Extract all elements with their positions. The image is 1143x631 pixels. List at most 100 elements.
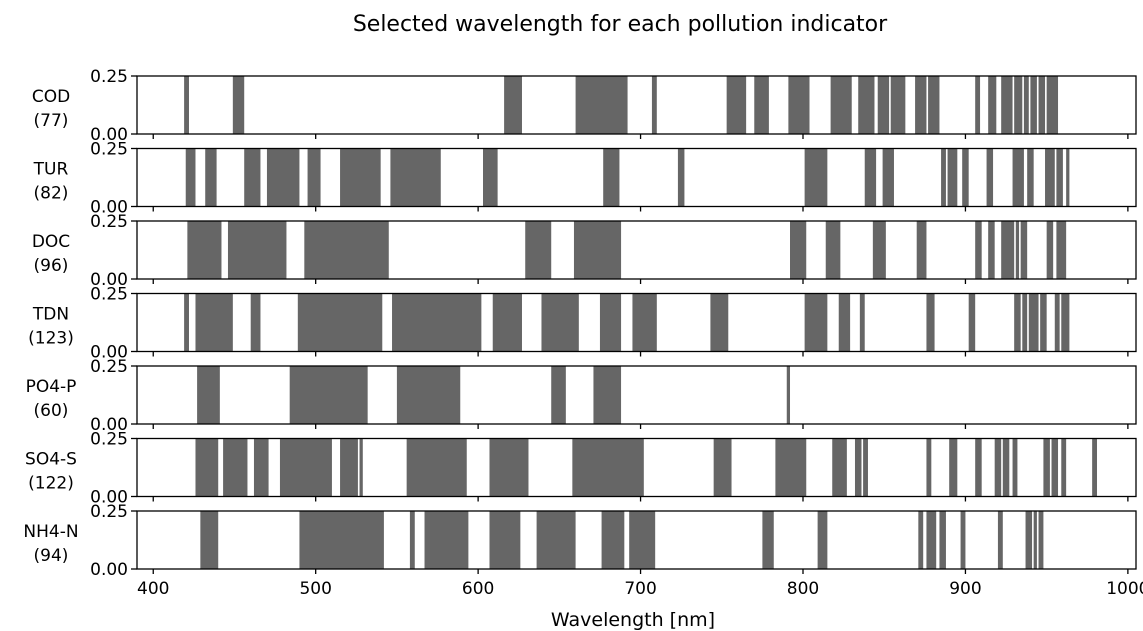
panel-frame <box>136 147 1137 208</box>
wavelength-bar <box>1030 76 1037 134</box>
wavelength-bar <box>551 366 566 424</box>
wavelength-bar <box>1012 438 1018 497</box>
wavelength-bar <box>223 438 248 497</box>
wavelength-bar <box>915 76 927 134</box>
wavelength-bar <box>941 148 946 207</box>
wavelength-bar <box>926 293 935 352</box>
panel-frame <box>136 292 1137 353</box>
wavelength-bar <box>1020 221 1028 279</box>
wavelength-bar <box>863 438 868 497</box>
wavelength-bar <box>489 511 521 569</box>
panel-tdn: 0.00 0.25 TDN (123) <box>28 285 1137 363</box>
y-tick-label: 0.00 <box>90 560 128 580</box>
wavelength-bar <box>1002 438 1010 497</box>
y-tick-label: 0.00 <box>90 125 128 145</box>
series-count: (96) <box>34 256 69 276</box>
wavelength-bar <box>1012 148 1024 207</box>
x-tick-label: 800 <box>787 579 819 599</box>
wavelength-bar <box>859 293 865 352</box>
y-tick-label: 0.25 <box>90 285 128 305</box>
wavelength-bar <box>307 148 321 207</box>
wavelength-bar <box>572 438 644 497</box>
wavelength-bar <box>184 293 189 352</box>
wavelength-bar <box>804 148 828 207</box>
series-count: (60) <box>34 401 69 421</box>
series-count: (122) <box>28 474 74 494</box>
wavelength-bar <box>1056 148 1063 207</box>
y-tick-label: 0.25 <box>90 212 128 232</box>
wavelength-bar <box>877 76 890 134</box>
wavelength-bar <box>185 148 196 207</box>
wavelength-bar <box>1022 293 1028 352</box>
wavelength-bar <box>1061 438 1067 497</box>
wavelength-bar <box>390 148 441 207</box>
wavelength-bar <box>541 293 579 352</box>
wavelength-bar <box>854 438 862 497</box>
series-count: (82) <box>34 184 69 204</box>
wavelength-bar <box>195 438 219 497</box>
wavelength-bar <box>483 148 498 207</box>
wavelength-bar <box>187 221 222 279</box>
wavelength-bar <box>1046 76 1059 134</box>
series-label: PO4-P <box>26 377 77 397</box>
wavelength-bar <box>710 293 729 352</box>
series-count: (77) <box>34 111 69 131</box>
wavelength-bar <box>1066 148 1070 207</box>
wavelength-bar <box>409 511 415 569</box>
wavelength-bar <box>1023 76 1029 134</box>
wavelength-bar <box>406 438 467 497</box>
wavelength-bar <box>304 221 389 279</box>
wavelength-bar <box>1014 76 1023 134</box>
wavelength-bar <box>492 293 522 352</box>
panels: 0.000.25COD(77)0.000.25TUR(82)0.000.25DO… <box>23 67 1137 580</box>
panel-frame <box>136 220 1137 280</box>
y-tick-label: 0.25 <box>90 502 128 522</box>
wavelength-bar <box>872 221 886 279</box>
wavelength-bar <box>926 438 932 497</box>
x-tick-label: 900 <box>949 579 981 599</box>
wavelength-bar <box>975 221 982 279</box>
panel-doc: 0.00 0.25 DOC (96) <box>32 212 1137 290</box>
wavelength-bar <box>1056 221 1067 279</box>
wavelength-bar <box>340 148 381 207</box>
wavelength-bar <box>786 366 791 424</box>
wavelength-bar <box>253 438 269 497</box>
wavelength-bar <box>975 438 982 497</box>
wavelength-bar <box>629 511 656 569</box>
wavelength-bar <box>1051 438 1059 497</box>
wavelength-bar <box>205 148 217 207</box>
wavelength-bar <box>1038 76 1046 134</box>
y-tick-label: 0.25 <box>90 67 128 87</box>
panel-nh4-n: 0.00 0.25 NH4-N (94) <box>23 502 1137 580</box>
wavelength-bar <box>1038 511 1044 569</box>
wavelength-bar <box>997 511 1003 569</box>
wavelength-bar <box>1092 438 1098 497</box>
y-tick-label: 0.00 <box>90 415 128 435</box>
y-tick-label: 0.25 <box>90 357 128 377</box>
wavelength-bar <box>1045 148 1055 207</box>
wavelength-bar <box>396 366 461 424</box>
wavelength-bar <box>1043 438 1050 497</box>
wavelength-bar <box>817 511 828 569</box>
panel-frame <box>136 510 1137 570</box>
y-tick-label: 0.00 <box>90 198 128 218</box>
wavelength-bar <box>804 293 828 352</box>
wavelength-bar <box>1001 221 1015 279</box>
wavelength-bar <box>949 438 958 497</box>
series-label: COD <box>32 87 70 107</box>
series-label: TDN <box>32 305 69 325</box>
wavelength-bar <box>994 438 1002 497</box>
panel-po4-p: 0.00 0.25 PO4-P (60) <box>26 357 1137 435</box>
panel-cod: 0.00 0.25 COD (77) <box>32 67 1137 145</box>
panel-frame <box>136 75 1137 135</box>
panel-so4-s: 0.00 0.25 SO4-S (122) <box>25 430 1137 508</box>
wavelength-bar <box>1015 221 1020 279</box>
x-axis-label: Wavelength [nm] <box>551 609 715 631</box>
wavelength-bar <box>632 293 657 352</box>
wavelength-bar <box>227 221 287 279</box>
wavelength-bar <box>1028 293 1039 352</box>
panel-frame <box>136 365 1137 425</box>
wavelength-bar <box>1061 293 1070 352</box>
wavelength-bar <box>726 76 747 134</box>
